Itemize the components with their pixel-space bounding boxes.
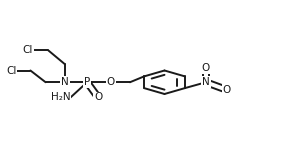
Text: P: P (84, 77, 90, 87)
Text: Cl: Cl (23, 45, 33, 55)
Text: O: O (94, 92, 102, 103)
Text: H₂N: H₂N (51, 92, 70, 103)
Text: N: N (61, 77, 69, 87)
Text: O: O (202, 63, 210, 73)
Text: O: O (107, 77, 115, 87)
Text: O: O (222, 85, 231, 95)
Text: Cl: Cl (6, 66, 16, 75)
Text: N: N (202, 77, 210, 87)
